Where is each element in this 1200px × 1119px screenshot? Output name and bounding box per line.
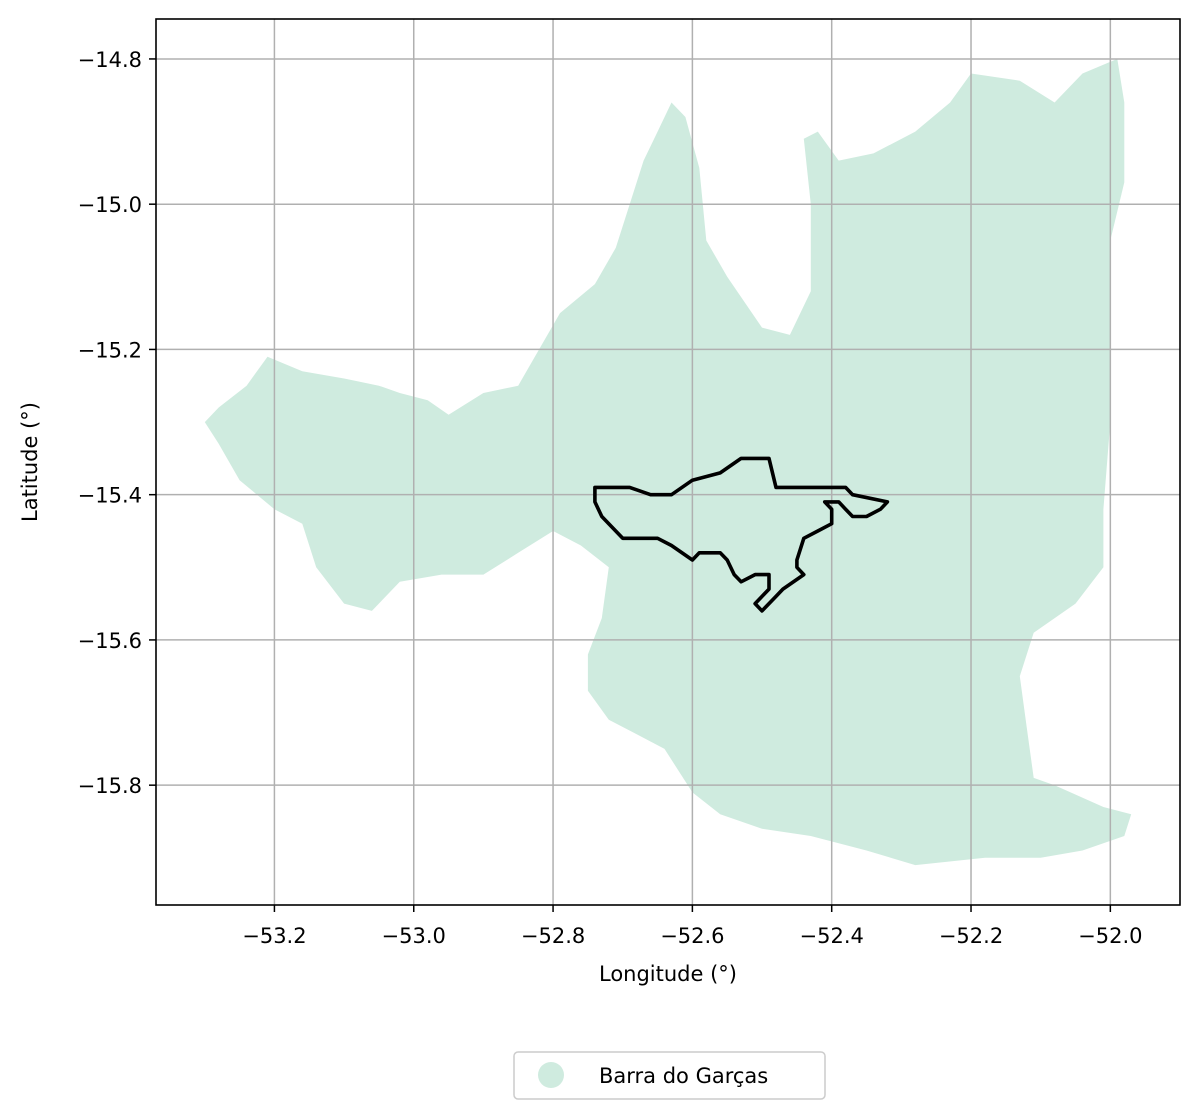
- boundary-outline: [593, 456, 890, 613]
- y-tick-label: −15.2: [78, 338, 142, 362]
- x-tick-label: −52.4: [800, 924, 864, 948]
- legend-marker: [538, 1062, 564, 1088]
- x-tick-label: −53.2: [242, 924, 306, 948]
- outline-layer: [593, 456, 890, 613]
- plot-area: [155, 18, 1181, 906]
- legend-box: [513, 1051, 826, 1100]
- y-tick-label: −15.8: [78, 774, 142, 798]
- region-barra-do-garcas: [204, 58, 1132, 866]
- x-tick-label: −52.0: [1078, 924, 1142, 948]
- grid-layer: [156, 19, 1180, 905]
- y-tick-label: −15.0: [78, 193, 142, 217]
- y-axis-label: Latitude (°): [18, 402, 42, 522]
- y-axis: −14.8 −15.0 −15.2 −15.4 −15.6 −15.8: [78, 48, 156, 798]
- region-layer: [204, 58, 1132, 866]
- x-tick-label: −52.2: [939, 924, 1003, 948]
- x-tick-label: −52.6: [660, 924, 724, 948]
- y-tick-label: −14.8: [78, 48, 142, 72]
- plot-frame: [155, 18, 1181, 906]
- legend: Barra do Garças: [513, 1051, 826, 1100]
- legend-label: Barra do Garças: [599, 1064, 768, 1088]
- x-axis-label: Longitude (°): [599, 962, 737, 986]
- y-tick-label: −15.6: [78, 629, 142, 653]
- x-tick-label: −52.8: [521, 924, 585, 948]
- x-tick-label: −53.0: [382, 924, 446, 948]
- y-tick-label: −15.4: [78, 484, 142, 508]
- x-axis: −53.2 −53.0 −52.8 −52.6 −52.4 −52.2 −52.0: [242, 905, 1143, 948]
